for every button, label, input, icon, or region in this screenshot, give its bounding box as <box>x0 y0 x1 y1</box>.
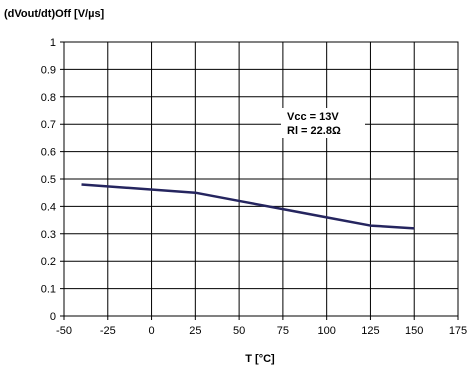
x-tick-label: -25 <box>100 325 116 337</box>
x-tick-label: 75 <box>277 325 289 337</box>
y-tick-label: 0.2 <box>41 256 56 268</box>
y-tick-label: 0.7 <box>41 119 56 131</box>
x-tick-label: 0 <box>148 325 154 337</box>
y-tick-label: 1 <box>50 37 56 49</box>
plot-frame <box>63 41 459 317</box>
annotation-vcc: Vcc = 13V <box>287 111 339 123</box>
grid-lines <box>60 41 459 320</box>
x-tick-label: 50 <box>233 325 245 337</box>
y-tick-labels: 0 0.1 0.2 0.3 0.4 0.5 0.6 0.7 0.8 0.9 1 <box>41 37 56 323</box>
y-tick-label: 0.1 <box>41 284 56 296</box>
annotation-rl: Rl = 22.8Ω <box>287 125 341 137</box>
y-tick-label: 0.8 <box>41 92 56 104</box>
x-tick-label: 100 <box>317 325 335 337</box>
y-axis-label: (dVout/dt)Off [V/µs] <box>4 8 105 20</box>
x-tick-labels: -50 -25 0 25 50 75 100 125 150 175 <box>56 325 467 337</box>
x-tick-label: 150 <box>405 325 423 337</box>
x-tick-label: 25 <box>189 325 201 337</box>
y-tick-label: 0 <box>50 311 56 323</box>
y-tick-label: 0.4 <box>41 201 56 213</box>
x-tick-label: 175 <box>449 325 467 337</box>
series-layer <box>81 183 415 230</box>
y-tick-label: 0.5 <box>41 174 56 186</box>
y-tick-label: 0.9 <box>41 64 56 76</box>
annotation-background <box>281 108 365 138</box>
y-tick-label: 0.6 <box>41 147 56 159</box>
annotation-box: Vcc = 13V Rl = 22.8Ω <box>281 108 365 138</box>
x-tick-label: 125 <box>361 325 379 337</box>
x-tick-label: -50 <box>56 325 72 337</box>
x-axis-label: T [°C] <box>245 353 275 365</box>
y-tick-label: 0.3 <box>41 229 56 241</box>
